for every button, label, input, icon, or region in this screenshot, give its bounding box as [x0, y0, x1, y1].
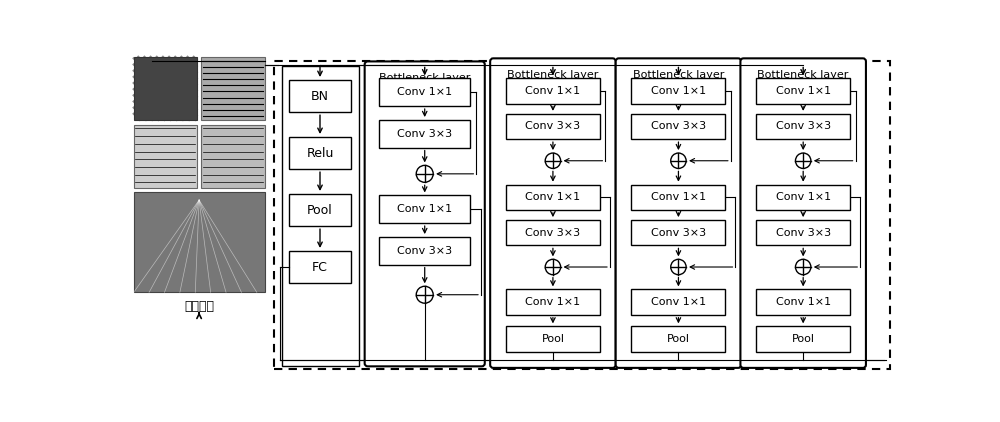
Text: Conv 3×3: Conv 3×3 [776, 122, 831, 132]
Bar [379, 195, 470, 223]
Circle shape [795, 153, 811, 168]
Bar [379, 78, 470, 106]
Bar [379, 120, 470, 148]
Bar [506, 326, 600, 352]
Bar [506, 78, 600, 104]
Bar [631, 220, 725, 246]
Text: Conv 1×1: Conv 1×1 [397, 204, 452, 214]
Bar [622, 286, 735, 355]
Bar [134, 124, 197, 188]
Bar [631, 114, 725, 139]
Bar [201, 124, 265, 188]
Text: Bottleneck layer: Bottleneck layer [507, 70, 599, 80]
Bar [631, 184, 725, 210]
Text: Conv 3×3: Conv 3×3 [397, 129, 452, 139]
Bar [289, 137, 351, 169]
Bar [756, 220, 850, 246]
Text: Relu: Relu [306, 146, 334, 160]
Bar [756, 289, 850, 315]
Bar [756, 78, 850, 104]
Circle shape [416, 286, 433, 303]
Circle shape [416, 165, 433, 182]
Bar [506, 184, 600, 210]
FancyBboxPatch shape [616, 58, 741, 368]
Bar [496, 286, 610, 355]
Bar [506, 289, 600, 315]
Bar [134, 192, 265, 292]
Text: Pool: Pool [307, 203, 333, 216]
Text: Pool: Pool [792, 334, 815, 344]
Bar [631, 289, 725, 315]
Bar [289, 251, 351, 283]
Bar [289, 80, 351, 112]
Text: Conv 3×3: Conv 3×3 [525, 122, 580, 132]
Text: BN: BN [311, 89, 329, 103]
Circle shape [795, 259, 811, 275]
Bar [747, 286, 860, 355]
Text: Pool: Pool [541, 334, 564, 344]
Text: Conv 3×3: Conv 3×3 [776, 228, 831, 238]
Text: Conv 1×1: Conv 1×1 [651, 192, 706, 202]
Bar [289, 194, 351, 226]
Text: Conv 1×1: Conv 1×1 [525, 86, 580, 96]
Bar [282, 66, 358, 366]
Bar [756, 114, 850, 139]
Text: Conv 3×3: Conv 3×3 [397, 246, 452, 256]
Text: Conv 1×1: Conv 1×1 [525, 297, 580, 307]
FancyBboxPatch shape [740, 58, 866, 368]
Circle shape [671, 153, 686, 168]
Circle shape [671, 259, 686, 275]
Circle shape [545, 153, 561, 168]
Text: Conv 1×1: Conv 1×1 [776, 86, 831, 96]
Text: Conv 3×3: Conv 3×3 [525, 228, 580, 238]
Text: Conv 1×1: Conv 1×1 [651, 86, 706, 96]
Bar [631, 78, 725, 104]
FancyBboxPatch shape [490, 58, 616, 368]
Bar [506, 220, 600, 246]
Text: FC: FC [312, 260, 328, 273]
Text: Conv 3×3: Conv 3×3 [651, 228, 706, 238]
Bar [506, 114, 600, 139]
Bar [631, 326, 725, 352]
Bar [756, 184, 850, 210]
Text: Pool: Pool [667, 334, 690, 344]
FancyBboxPatch shape [365, 62, 485, 366]
Text: Bottleneck layer: Bottleneck layer [757, 70, 849, 80]
Text: Conv 1×1: Conv 1×1 [525, 192, 580, 202]
Text: Bottleneck layer: Bottleneck layer [379, 73, 470, 84]
Text: Conv 1×1: Conv 1×1 [776, 297, 831, 307]
Bar [134, 57, 197, 120]
Bar [201, 57, 265, 120]
Bar [379, 237, 470, 265]
Text: Conv 1×1: Conv 1×1 [776, 192, 831, 202]
Text: 类别输出: 类别输出 [184, 300, 214, 313]
Bar [756, 326, 850, 352]
Circle shape [545, 259, 561, 275]
Text: Conv 3×3: Conv 3×3 [651, 122, 706, 132]
Text: Bottleneck layer: Bottleneck layer [633, 70, 724, 80]
Bar [274, 62, 890, 369]
Text: Conv 1×1: Conv 1×1 [651, 297, 706, 307]
Text: Conv 1×1: Conv 1×1 [397, 87, 452, 97]
